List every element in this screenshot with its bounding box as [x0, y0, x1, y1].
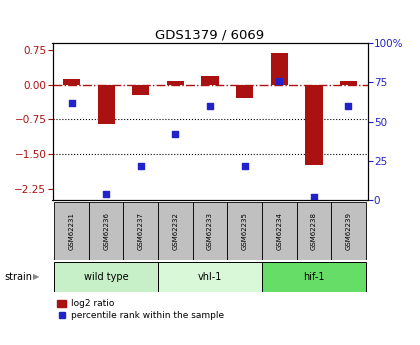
Text: hif-1: hif-1 [303, 272, 325, 282]
Point [172, 131, 179, 137]
Text: ▶: ▶ [33, 272, 39, 282]
Text: GSM62237: GSM62237 [138, 212, 144, 250]
Bar [193, 202, 227, 260]
Bar [297, 202, 331, 260]
Title: GDS1379 / 6069: GDS1379 / 6069 [155, 29, 265, 42]
Bar [158, 202, 193, 260]
Text: GSM62236: GSM62236 [103, 212, 109, 250]
Bar [54, 202, 89, 260]
Point [137, 163, 144, 168]
Bar [63, 79, 80, 85]
Text: wild type: wild type [84, 272, 129, 282]
Point [310, 194, 317, 200]
Text: GSM62232: GSM62232 [172, 212, 178, 250]
Bar [236, 85, 253, 98]
Point [276, 78, 283, 83]
Bar [262, 202, 297, 260]
Bar [262, 262, 366, 292]
Text: GSM62233: GSM62233 [207, 212, 213, 250]
Point [207, 103, 213, 109]
Text: GSM62235: GSM62235 [241, 212, 248, 250]
Text: GSM62239: GSM62239 [346, 212, 352, 250]
Bar [132, 85, 150, 95]
Point [345, 103, 352, 109]
Bar [201, 76, 219, 85]
Bar [54, 262, 158, 292]
Bar [89, 202, 123, 260]
Bar [270, 53, 288, 85]
Bar [167, 81, 184, 85]
Legend: log2 ratio, percentile rank within the sample: log2 ratio, percentile rank within the s… [57, 299, 224, 320]
Bar [227, 202, 262, 260]
Bar [158, 262, 262, 292]
Text: GSM62234: GSM62234 [276, 212, 282, 250]
Point [241, 163, 248, 168]
Text: GSM62238: GSM62238 [311, 212, 317, 250]
Bar [331, 202, 366, 260]
Text: strain: strain [4, 272, 32, 282]
Bar [340, 81, 357, 85]
Text: vhl-1: vhl-1 [198, 272, 222, 282]
Bar [123, 202, 158, 260]
Point [103, 191, 110, 197]
Text: GSM62231: GSM62231 [68, 212, 74, 250]
Point [68, 100, 75, 106]
Bar [305, 85, 323, 166]
Bar [97, 85, 115, 124]
